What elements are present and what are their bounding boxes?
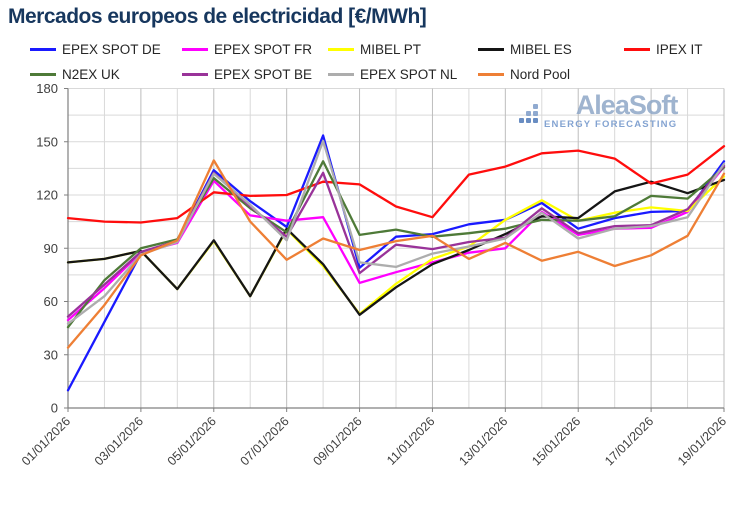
legend-swatch: [328, 48, 354, 51]
legend-item-mibel-es: MIBEL ES: [478, 42, 624, 57]
series-line-epex-spot-nl: [66, 139, 726, 325]
legend-label: MIBEL PT: [360, 42, 422, 57]
legend-swatch: [30, 73, 56, 76]
y-tick-label: 60: [44, 294, 58, 309]
legend-item-ipex-it: IPEX IT: [624, 42, 728, 57]
legend-swatch: [182, 73, 208, 76]
y-tick-label: 30: [44, 347, 58, 362]
legend-swatch: [30, 48, 56, 51]
legend-item-epex-spot-be: EPEX SPOT BE: [182, 67, 328, 82]
legend-label: Nord Pool: [510, 67, 571, 82]
chart-legend: EPEX SPOT DE EPEX SPOT FR MIBEL PT MIBEL ES…: [30, 37, 728, 87]
legend-label: MIBEL ES: [510, 42, 572, 57]
legend-row-1: EPEX SPOT DE EPEX SPOT FR MIBEL PT MIBEL ES…: [30, 37, 728, 62]
y-tick-label: 120: [36, 188, 58, 203]
legend-label: EPEX SPOT NL: [360, 67, 458, 82]
x-tick-label: 13/01/2026: [456, 414, 510, 468]
legend-item-epex-spot-fr: EPEX SPOT FR: [182, 42, 328, 57]
legend-swatch: [328, 73, 354, 76]
legend-swatch: [478, 48, 504, 51]
legend-label: EPEX SPOT DE: [62, 42, 161, 57]
page-title: Mercados europeos de electricidad [€/MWh…: [8, 5, 427, 28]
x-tick-label: 09/01/2026: [311, 414, 365, 468]
y-tick-label: 90: [44, 241, 58, 256]
legend-row-2: N2EX UK EPEX SPOT BE EPEX SPOT NL Nord Pool: [30, 62, 728, 87]
y-tick-label: 150: [36, 134, 58, 149]
legend-label: EPEX SPOT FR: [214, 42, 313, 57]
series-line-mibel-es: [66, 178, 726, 316]
x-tick-label: 17/01/2026: [602, 414, 656, 468]
x-tick-label: 11/01/2026: [384, 414, 438, 468]
x-tick-label: 19/01/2026: [675, 414, 729, 468]
legend-label: EPEX SPOT BE: [214, 67, 313, 82]
x-tick-label: 05/01/2026: [165, 414, 219, 468]
legend-item-epex-spot-de: EPEX SPOT DE: [30, 42, 182, 57]
series-line-ipex-it: [66, 145, 726, 224]
y-tick-label: 180: [36, 81, 58, 96]
legend-item-nord-pool: Nord Pool: [478, 67, 624, 82]
legend-item-n2ex-uk: N2EX UK: [30, 67, 182, 82]
legend-label: IPEX IT: [656, 42, 703, 57]
legend-swatch: [182, 48, 208, 51]
y-tick-label: 0: [51, 401, 58, 416]
legend-label: N2EX UK: [62, 67, 120, 82]
x-tick-label: 01/01/2026: [19, 414, 73, 468]
legend-item-epex-spot-nl: EPEX SPOT NL: [328, 67, 478, 82]
legend-swatch: [478, 73, 504, 76]
x-tick-label: 15/01/2026: [529, 414, 583, 468]
series-line-nord-pool: [66, 159, 726, 349]
x-tick-label: 07/01/2026: [238, 414, 292, 468]
x-tick-label: 03/01/2026: [92, 414, 146, 468]
legend-item-mibel-pt: MIBEL PT: [328, 42, 478, 57]
legend-swatch: [624, 48, 650, 51]
